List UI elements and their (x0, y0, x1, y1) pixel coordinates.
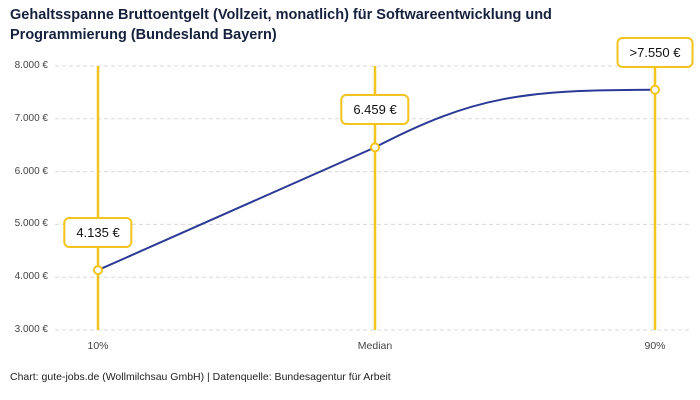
y-axis-tick-label: 7.000 € (14, 112, 48, 124)
data-point-marker (93, 265, 103, 276)
y-axis-tick-label: 4.000 € (14, 271, 48, 283)
y-axis-tick-label: 8.000 € (14, 60, 48, 71)
value-label-box: >7.550 € (616, 36, 694, 68)
x-axis-tick-label: Median (357, 340, 393, 352)
chart-title: Gehaltsspanne Bruttoentgelt (Vollzeit, m… (10, 7, 552, 44)
y-axis-tick-label: 6.000 € (14, 165, 48, 177)
value-label-box: 6.459 € (340, 94, 410, 126)
y-axis-tick-label: 5.000 € (14, 218, 48, 230)
chart-source-footer: Chart: gute-jobs.de (Wollmilchsau GmbH) … (10, 371, 391, 383)
value-label-box: 4.135 € (63, 217, 133, 249)
x-axis-tick-label: 10% (87, 340, 109, 352)
x-axis-tick-label: 90% (644, 340, 666, 352)
y-axis-tick-label: 3.000 € (14, 324, 48, 335)
data-point-marker (650, 84, 660, 95)
data-point-marker (370, 142, 380, 153)
